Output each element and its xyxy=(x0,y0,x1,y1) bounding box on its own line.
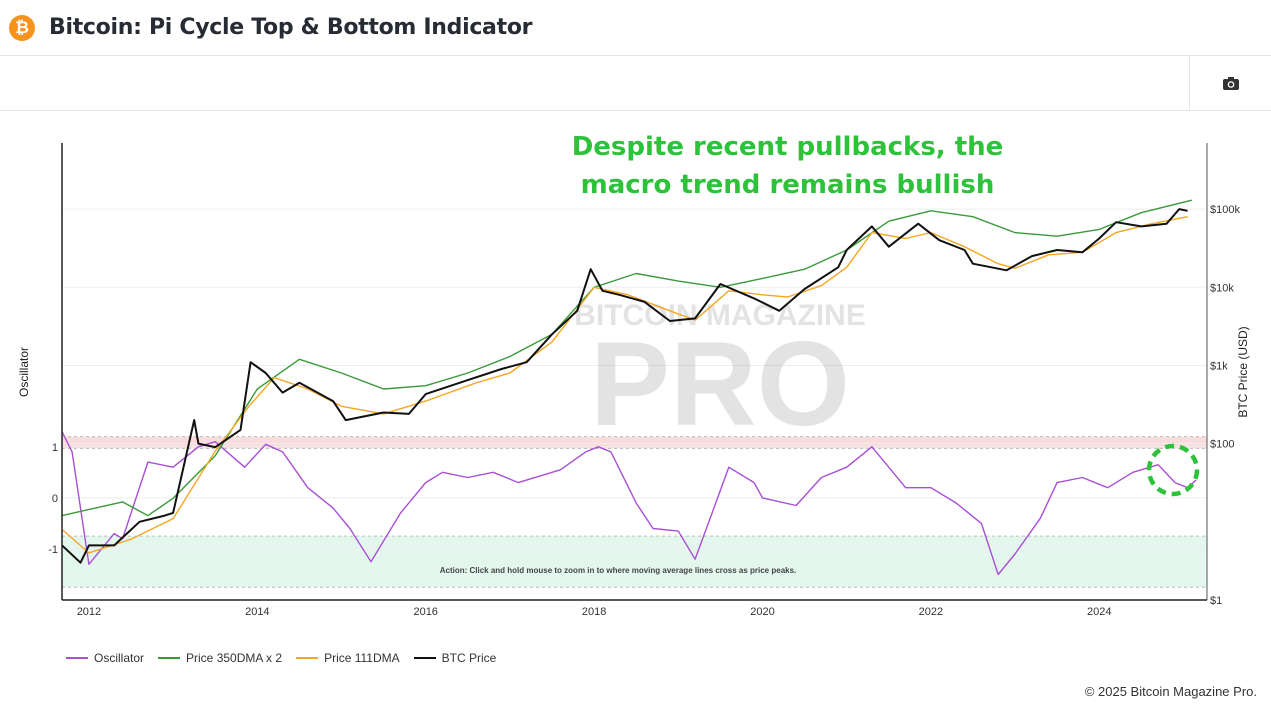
y-right-tick: $100k xyxy=(1210,204,1240,216)
legend-label: BTC Price xyxy=(441,651,497,665)
watermark: BITCOIN MAGAZINE PRO xyxy=(574,299,866,451)
y-right-tick: $100 xyxy=(1210,439,1234,451)
series-price-111dma xyxy=(61,216,1188,554)
top-zone-band xyxy=(62,436,1207,449)
legend-item-350dma[interactable]: Price 350DMA x 2 xyxy=(158,651,282,665)
x-tick: 2022 xyxy=(919,606,943,618)
annotation-line-1: Despite recent pullbacks, the xyxy=(571,132,1004,162)
x-tick: 2014 xyxy=(245,606,269,618)
x-tick: 2024 xyxy=(1087,606,1111,618)
copyright: © 2025 Bitcoin Magazine Pro. xyxy=(1084,684,1257,699)
y-left-tick: 1 xyxy=(52,442,58,454)
legend-label: Price 111DMA xyxy=(324,651,400,665)
legend-item-111dma[interactable]: Price 111DMA xyxy=(296,651,400,665)
y-right-tick: $1k xyxy=(1210,360,1228,372)
y-left-label: Oscillator xyxy=(17,347,31,397)
camera-icon[interactable] xyxy=(1189,56,1271,110)
x-tick: 2020 xyxy=(750,606,774,618)
legend-item-oscillator[interactable]: Oscillator xyxy=(66,651,144,665)
page-title: Bitcoin: Pi Cycle Top & Bottom Indicator xyxy=(49,15,533,40)
y-left-tick: -1 xyxy=(48,544,58,556)
bitcoin-logo-icon: ₿ xyxy=(9,14,35,41)
y-right-tick: $1 xyxy=(1210,595,1222,607)
x-tick: 2018 xyxy=(582,606,606,618)
action-text: Action: Click and hold mouse to zoom in … xyxy=(440,566,797,575)
legend-item-btc-price[interactable]: BTC Price xyxy=(413,651,497,665)
y-right-tick: $10k xyxy=(1210,282,1234,294)
annotation: Despite recent pullbacks, the macro tren… xyxy=(540,128,1035,204)
x-tick: 2012 xyxy=(77,606,101,618)
series-btc-price xyxy=(61,208,1188,564)
highlight-circle xyxy=(1146,443,1200,497)
y-left-tick: 0 xyxy=(52,493,58,505)
toolbar xyxy=(0,56,1271,111)
x-tick: 2016 xyxy=(413,606,437,618)
series-oscillator xyxy=(61,431,1197,576)
watermark-main: PRO xyxy=(590,317,850,451)
legend: Oscillator Price 350DMA x 2 Price 111DMA… xyxy=(66,651,496,665)
watermark-top: BITCOIN MAGAZINE xyxy=(574,299,866,332)
y-right-label: BTC Price (USD) xyxy=(1236,326,1250,417)
legend-label: Oscillator xyxy=(94,651,145,665)
annotation-line-2: macro trend remains bullish xyxy=(580,170,995,200)
header: ₿ Bitcoin: Pi Cycle Top & Bottom Indicat… xyxy=(0,0,1271,56)
bottom-zone-band xyxy=(62,536,1207,588)
legend-label: Price 350DMA x 2 xyxy=(186,651,283,665)
